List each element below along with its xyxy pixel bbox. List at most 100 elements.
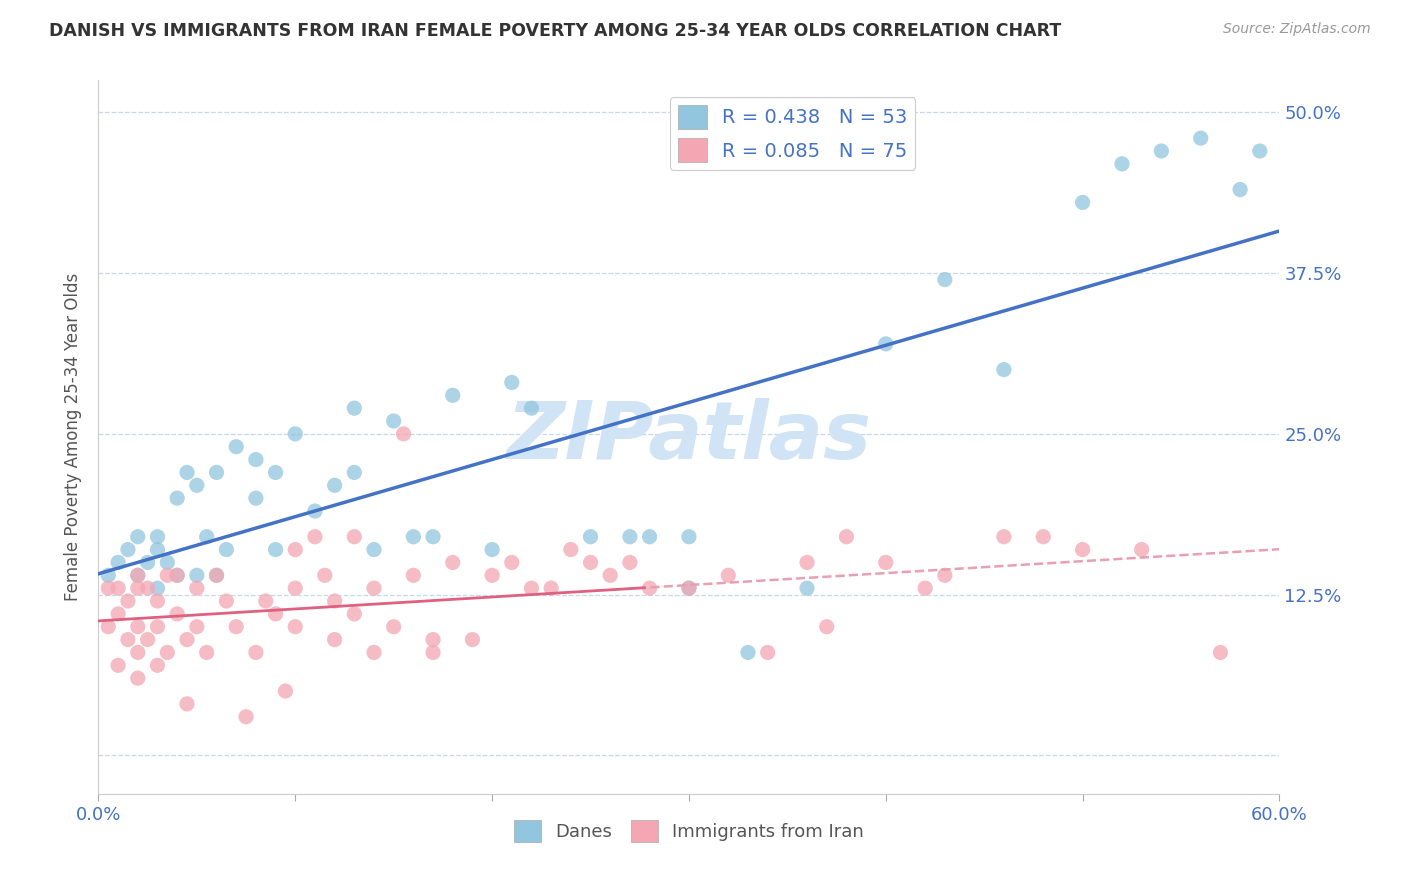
Point [323,632,346,647]
Point [520,581,543,595]
Point [392,426,415,441]
Point [215,542,238,557]
Point [520,401,543,416]
Point [127,620,149,634]
Point [156,568,179,582]
Point [363,581,385,595]
Point [579,556,602,570]
Point [107,607,129,621]
Point [796,556,818,570]
Point [1209,645,1232,659]
Point [343,401,366,416]
Point [1111,157,1133,171]
Point [186,478,208,492]
Point [678,581,700,595]
Point [599,568,621,582]
Point [441,556,464,570]
Point [107,581,129,595]
Point [1071,195,1094,210]
Point [107,556,129,570]
Point [1229,183,1251,197]
Point [254,594,277,608]
Point [402,568,425,582]
Point [274,684,297,698]
Point [678,581,700,595]
Text: Source: ZipAtlas.com: Source: ZipAtlas.com [1223,22,1371,37]
Point [304,504,326,518]
Point [422,645,444,659]
Point [117,594,139,608]
Point [993,530,1015,544]
Point [934,568,956,582]
Point [481,568,503,582]
Point [875,556,897,570]
Point [127,671,149,685]
Point [136,632,159,647]
Point [225,440,247,454]
Point [176,697,198,711]
Point [186,581,208,595]
Point [284,620,307,634]
Point [323,594,346,608]
Point [97,581,120,595]
Point [107,658,129,673]
Point [1071,542,1094,557]
Point [619,530,641,544]
Point [176,466,198,480]
Point [117,632,139,647]
Point [540,581,562,595]
Y-axis label: Female Poverty Among 25-34 Year Olds: Female Poverty Among 25-34 Year Olds [65,273,83,601]
Point [678,530,700,544]
Point [166,568,188,582]
Point [363,542,385,557]
Point [146,594,169,608]
Point [156,556,179,570]
Point [176,632,198,647]
Point [284,426,307,441]
Point [579,530,602,544]
Point [127,568,149,582]
Point [1189,131,1212,145]
Text: ZIPatlas: ZIPatlas [506,398,872,476]
Point [136,556,159,570]
Point [402,530,425,544]
Point [146,658,169,673]
Point [638,530,661,544]
Point [619,556,641,570]
Point [1032,530,1054,544]
Point [343,607,366,621]
Point [441,388,464,402]
Point [186,568,208,582]
Point [97,620,120,634]
Point [264,466,287,480]
Point [127,581,149,595]
Point [284,542,307,557]
Point [501,556,523,570]
Point [1130,542,1153,557]
Point [235,710,257,724]
Point [97,568,120,582]
Point [186,620,208,634]
Point [117,542,139,557]
Point [284,581,307,595]
Point [422,632,444,647]
Point [146,530,169,544]
Point [993,362,1015,376]
Point [560,542,582,557]
Point [501,376,523,390]
Point [127,568,149,582]
Point [225,620,247,634]
Text: DANISH VS IMMIGRANTS FROM IRAN FEMALE POVERTY AMONG 25-34 YEAR OLDS CORRELATION : DANISH VS IMMIGRANTS FROM IRAN FEMALE PO… [49,22,1062,40]
Point [343,530,366,544]
Point [815,620,838,634]
Point [934,272,956,286]
Point [195,530,218,544]
Point [304,530,326,544]
Point [166,607,188,621]
Point [737,645,759,659]
Point [146,581,169,595]
Point [323,478,346,492]
Point [422,530,444,544]
Point [264,542,287,557]
Point [195,645,218,659]
